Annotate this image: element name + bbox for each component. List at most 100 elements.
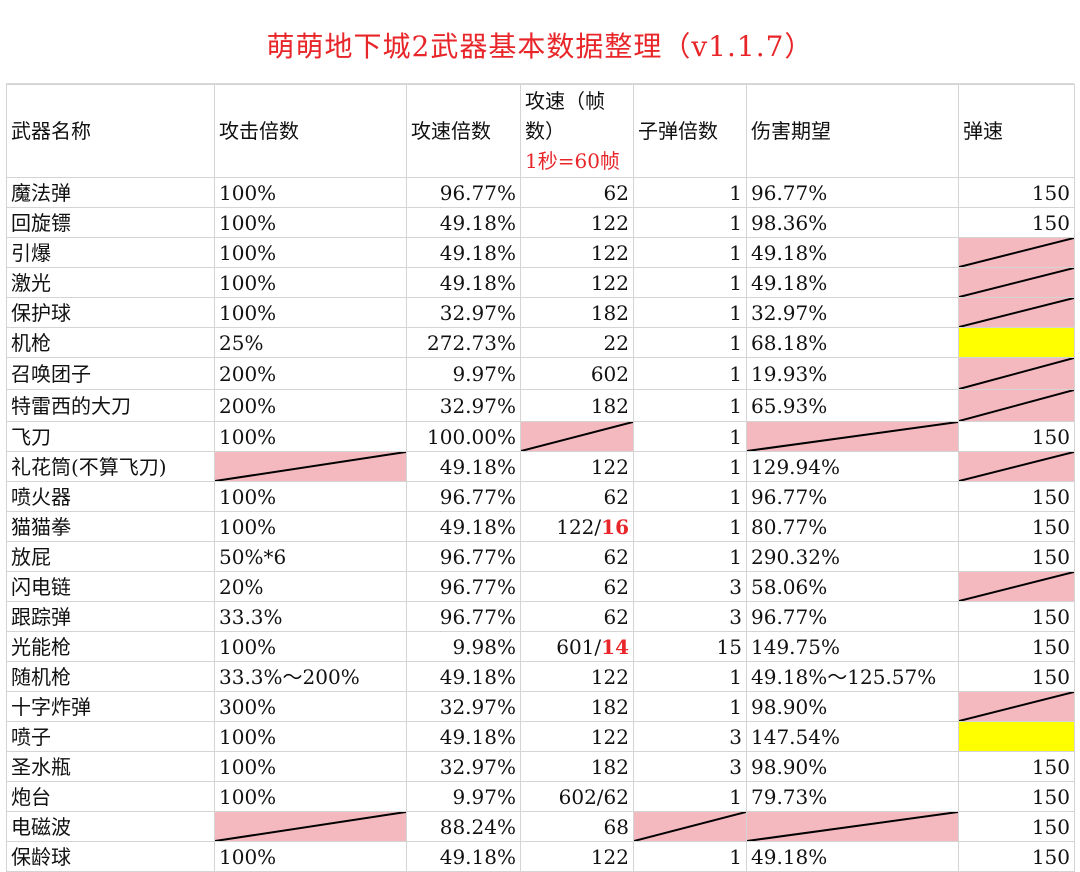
header-attack-multiplier: 攻击倍数 (214, 84, 407, 178)
speed-frames-cell: 122 (520, 237, 634, 268)
speed-frames-value: 62 (603, 544, 629, 569)
weapon-table: 武器名称 攻击倍数 攻速倍数 攻速（帧 数） 1秒=60帧 子弹倍数 伤害期望 … (6, 84, 1075, 872)
attack-multiplier-cell: 33.3% (214, 601, 407, 632)
table-row: 特雷西的大刀 200% 32.97% 182 1 65.93% (6, 389, 1075, 422)
speed-multiplier-cell: 96.77% (406, 571, 521, 602)
attack-multiplier-na-cell (214, 811, 407, 842)
table-row: 圣水瓶 100% 32.97% 182 3 98.90% 150 (6, 751, 1075, 782)
attack-multiplier-cell: 20% (214, 571, 407, 602)
speed-multiplier-cell: 49.18% (406, 207, 521, 238)
header-weapon-name: 武器名称 (6, 84, 215, 178)
bullet-speed-cell: 150 (958, 781, 1075, 812)
attack-multiplier-cell: 100% (214, 751, 407, 782)
bullet-multiplier-cell: 15 (633, 631, 747, 662)
speed-frames-value: 122 (590, 240, 629, 265)
speed-frames-cell: 62 (520, 177, 634, 208)
damage-expectation-cell: 96.77% (746, 177, 959, 208)
damage-expectation-cell: 98.36% (746, 207, 959, 238)
speed-frames-value: 62 (603, 604, 629, 629)
attack-multiplier-cell: 100% (214, 267, 407, 298)
speed-multiplier-cell: 32.97% (406, 751, 521, 782)
bullet-speed-cell: 150 (958, 541, 1075, 572)
speed-frames-value: 182 (590, 393, 629, 418)
table-row: 飞刀 100% 100.00% 1 150 (6, 421, 1075, 452)
header-bullet-speed: 弹速 (958, 84, 1075, 178)
speed-frames-cell: 122 (520, 661, 634, 692)
speed-frames-cell: 62 (520, 541, 634, 572)
damage-expectation-cell: 68.18% (746, 327, 959, 358)
attack-multiplier-cell: 100% (214, 237, 407, 268)
table-row: 喷子 100% 49.18% 122 3 147.54% (6, 721, 1075, 752)
bullet-multiplier-cell: 1 (633, 297, 747, 328)
speed-frames-cell: 182 (520, 751, 634, 782)
damage-expectation-cell: 49.18% (746, 237, 959, 268)
attack-multiplier-cell: 300% (214, 691, 407, 722)
table-row: 回旋镖 100% 49.18% 122 1 98.36% 150 (6, 207, 1075, 238)
speed-frames-cell: 62 (520, 481, 634, 512)
header-speed-frames: 攻速（帧 数） 1秒=60帧 (520, 84, 634, 178)
weapon-name-cell: 光能枪 (6, 631, 215, 662)
speed-multiplier-cell: 96.77% (406, 541, 521, 572)
bullet-multiplier-cell: 3 (633, 571, 747, 602)
attack-multiplier-cell: 200% (214, 357, 407, 390)
speed-multiplier-cell: 96.77% (406, 177, 521, 208)
bullet-speed-na-cell (958, 237, 1075, 268)
bullet-multiplier-cell: 1 (633, 177, 747, 208)
speed-frames-value: 182 (590, 694, 629, 719)
weapon-name-cell: 喷火器 (6, 481, 215, 512)
damage-expectation-cell: 49.18%～125.57% (746, 661, 959, 692)
damage-expectation-cell: 65.93% (746, 389, 959, 422)
weapon-name-cell: 电磁波 (6, 811, 215, 842)
bullet-multiplier-cell: 1 (633, 781, 747, 812)
attack-multiplier-cell: 100% (214, 481, 407, 512)
bullet-speed-cell: 150 (958, 751, 1075, 782)
speed-frames-cell: 122 (520, 451, 634, 482)
table-row: 随机枪 33.3%～200% 49.18% 122 1 49.18%～125.57% 150 (6, 661, 1075, 692)
bullet-speed-cell: 150 (958, 661, 1075, 692)
speed-frames-value: 122 (590, 270, 629, 295)
speed-multiplier-cell: 272.73% (406, 327, 521, 358)
speed-multiplier-cell: 49.18% (406, 841, 521, 872)
bullet-multiplier-cell: 1 (633, 451, 747, 482)
header-row: 武器名称 攻击倍数 攻速倍数 攻速（帧 数） 1秒=60帧 子弹倍数 伤害期望 … (6, 84, 1075, 178)
speed-frames-value: 122 (590, 454, 629, 479)
speed-multiplier-cell: 9.97% (406, 357, 521, 390)
bullet-speed-cell: 150 (958, 481, 1075, 512)
speed-frames-value: 62 (603, 574, 629, 599)
bullet-multiplier-cell: 1 (633, 207, 747, 238)
table-row: 电磁波 88.24% 68 150 (6, 811, 1075, 842)
bullet-multiplier-cell: 3 (633, 751, 747, 782)
table-row: 礼花筒(不算飞刀) 49.18% 122 1 129.94% (6, 451, 1075, 482)
weapon-name-cell: 放屁 (6, 541, 215, 572)
speed-multiplier-cell: 49.18% (406, 721, 521, 752)
table-row: 闪电链 20% 96.77% 62 3 58.06% (6, 571, 1075, 602)
damage-expectation-cell: 147.54% (746, 721, 959, 752)
attack-multiplier-cell: 25% (214, 327, 407, 358)
speed-frames-cell: 182 (520, 691, 634, 722)
weapon-name-cell: 机枪 (6, 327, 215, 358)
speed-frames-value: 182 (590, 300, 629, 325)
attack-multiplier-cell: 100% (214, 207, 407, 238)
weapon-name-cell: 保护球 (6, 297, 215, 328)
speed-multiplier-cell: 88.24% (406, 811, 521, 842)
speed-frames-cell: 22 (520, 327, 634, 358)
header-speed-frames-line1: 攻速（帧 (525, 89, 605, 113)
speed-frames-value: 122 (590, 664, 629, 689)
weapon-name-cell: 十字炸弹 (6, 691, 215, 722)
speed-multiplier-cell: 100.00% (406, 421, 521, 452)
spreadsheet: 萌萌地下城2武器基本数据整理（v1.1.7） 武器名称 攻击倍数 攻速倍数 攻速… (6, 6, 1075, 872)
header-bullet-multiplier: 子弹倍数 (633, 84, 747, 178)
speed-frames-alt-value: 14 (601, 634, 629, 659)
speed-frames-cell: 602 (520, 357, 634, 390)
bullet-speed-na-cell (958, 451, 1075, 482)
speed-frames-value: 122/ (556, 514, 602, 539)
sheet-title: 萌萌地下城2武器基本数据整理（v1.1.7） (6, 6, 1074, 84)
table-row: 保护球 100% 32.97% 182 1 32.97% (6, 297, 1075, 328)
weapon-name-cell: 喷子 (6, 721, 215, 752)
weapon-name-cell: 随机枪 (6, 661, 215, 692)
weapon-name-cell: 闪电链 (6, 571, 215, 602)
bullet-multiplier-cell: 1 (633, 421, 747, 452)
attack-multiplier-cell: 100% (214, 841, 407, 872)
speed-frames-value: 62 (603, 180, 629, 205)
bullet-multiplier-cell: 1 (633, 511, 747, 542)
